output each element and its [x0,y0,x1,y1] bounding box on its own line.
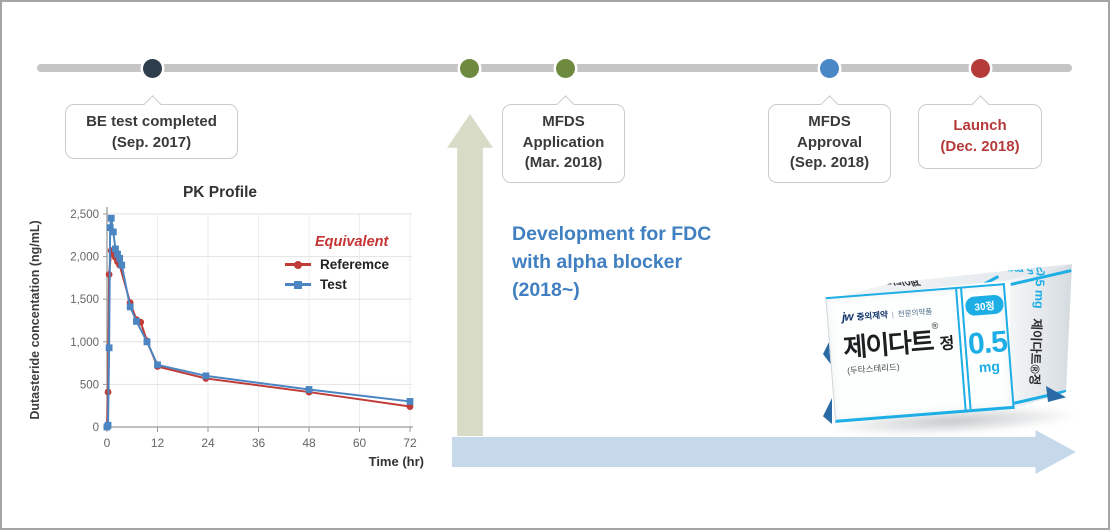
box-side-face: 0.5 mg 제이다트®정 [1010,264,1072,410]
legend-label: Test [320,277,347,292]
callout-caret [820,95,839,114]
callout-mfds-application: MFDS Application (Mar. 2018) [502,95,625,183]
box-top-name: 제이다트®정 [860,271,923,287]
callout-line: Launch [953,117,1007,134]
callout-line: BE test completed [86,113,217,130]
svg-text:0: 0 [93,422,99,434]
callout-caret [143,95,162,114]
callout-caret [556,95,575,114]
test-marker-icon [285,280,311,289]
registered-mark: ® [931,320,939,331]
svg-text:72: 72 [403,436,417,450]
box-side-text: 0.5 mg 제이다트®정 [1024,269,1053,400]
brand-tag: 전문의약품 [897,306,933,319]
y-axis-label: Dutasteride concentation (ng/mL) [28,220,42,420]
timeline-dot-launch [971,59,990,78]
callout-line: (Sep. 2018) [789,154,870,172]
dose-value: 0.5 [966,325,1009,362]
right-arrow [452,430,1076,474]
svg-text:48: 48 [302,436,316,450]
box-side-name: 제이다트®정 [1027,318,1045,386]
up-arrow [447,114,493,436]
timeline-dot-mfds-application [556,59,575,78]
chart-title: PK Profile [182,184,258,201]
legend-item-reference: Referemce [285,257,389,272]
callout-launch: Launch (Dec. 2018) [918,95,1042,169]
svg-text:1,500: 1,500 [70,294,99,306]
product-box: 제이다트®정 0.5 mg 0.5 mg 제이다트®정 jw 중외제약 | 전문… [820,250,1092,441]
callout-line: Approval [796,133,862,151]
brand-name: 중외제약 [856,309,889,322]
callout-line: (Dec. 2018) [940,137,1020,155]
legend-note-equivalent: Equivalent [315,234,389,250]
product-name: 제이다트 [842,326,934,363]
callout-line: (Sep. 2017) [111,133,192,151]
product-name-row: 제이다트®정 [842,319,956,365]
callout-line: Application [522,133,605,151]
brand-row: jw 중외제약 | 전문의약품 [841,303,932,324]
callout-line: (Mar. 2018) [524,154,603,172]
svg-text:500: 500 [80,379,99,391]
brand-separator: | [891,309,895,320]
legend-item-test: Test [285,277,389,292]
product-name-suffix: 정 [939,335,956,354]
box-flap [823,336,832,366]
chart-legend: Equivalent Referemce Test [285,234,389,297]
box-side-dose: 0.5 mg [1031,268,1048,309]
svg-text:24: 24 [201,436,215,450]
count-badge: 30정 [964,294,1005,317]
x-axis-label: Time (hr) [368,454,424,469]
callout-line: MFDS [542,113,585,130]
svg-text:2,000: 2,000 [70,252,99,264]
timeline-dot-development [460,59,479,78]
jw-logo: jw [841,309,854,324]
pk-plot: 0 500 1,000 1,500 2,000 2,500 0 12 24 36 48 60 72 [70,207,417,450]
development-line: (2018~) [512,279,580,301]
callout-mfds-approval: MFDS Approval (Sep. 2018) [768,95,891,183]
development-line: with alpha blocker [512,251,683,273]
box-flap [823,398,832,424]
reference-marker-icon [285,260,311,269]
pk-chart: PK Profile Dutasteride concentation (ng/… [27,182,427,472]
timeline-bar [37,64,1072,72]
callout-line: MFDS [808,113,851,130]
timeline-dot-be-test [143,59,162,78]
timeline-dot-mfds-approval [820,59,839,78]
development-line: Development for FDC [512,223,712,245]
legend-label: Referemce [320,257,390,272]
svg-text:2,500: 2,500 [70,209,99,221]
development-note: Development for FDC with alpha blocker (… [512,220,711,304]
svg-text:60: 60 [353,436,367,450]
callout-caret [971,95,990,114]
dose-column: 30정 0.5 mg [962,285,1013,409]
box-front-face: jw 중외제약 | 전문의약품 제이다트®정 (두타스테리드) 30정 0.5 … [825,283,1015,423]
svg-text:36: 36 [252,436,266,450]
callout-be-test: BE test completed (Sep. 2017) [65,95,238,159]
svg-text:12: 12 [151,436,165,450]
svg-text:0: 0 [104,436,111,450]
svg-text:1,000: 1,000 [70,337,99,349]
